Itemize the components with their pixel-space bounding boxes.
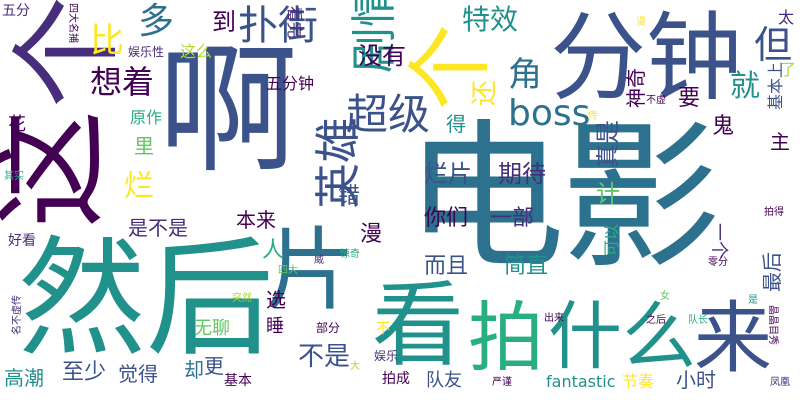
word-ji: 计: [596, 180, 620, 208]
word-tai: 太: [778, 8, 795, 27]
word-ren: 人: [262, 238, 285, 263]
word-yanjin: 严谨: [492, 377, 512, 388]
word-bushi: 不是: [298, 342, 351, 372]
word-jiezou: 节奏: [622, 372, 655, 391]
word-paicheng: 拍成: [382, 371, 410, 387]
word-zhishao: 至少: [62, 360, 107, 385]
word-mingbuxuchuan: 名不虚传: [12, 295, 23, 335]
word-li: 里: [134, 134, 154, 158]
word-wufen: 五分: [2, 3, 30, 19]
word-shenme: 什么: [548, 294, 696, 380]
word-shibushi: 是不是: [128, 216, 188, 240]
word-a: 啊: [158, 30, 299, 193]
word-lingfen: 零分: [708, 257, 728, 268]
word-duiyou: 队友: [426, 370, 462, 391]
word-chuan: 传: [588, 111, 598, 122]
word-fengfeng: 凤凰: [770, 377, 790, 388]
word-bu: 不: [376, 321, 390, 337]
word-yige: 一个: [708, 223, 729, 259]
word-dan: 但: [754, 23, 793, 67]
word-juede: 觉得: [118, 362, 158, 386]
word-ranhou: 然后: [18, 225, 275, 374]
word-geng: 更: [204, 354, 224, 378]
word-dao: 到: [212, 8, 236, 36]
word-erqie: 而且: [424, 254, 469, 279]
word-wufenzhong: 五分钟: [266, 74, 315, 93]
word-keyi: 可以: [602, 223, 622, 257]
word-wei: 威: [314, 255, 324, 266]
word-jingqi: 惊奇: [340, 249, 360, 260]
word-buxu: 不虚: [646, 95, 666, 106]
word-zhenshi: 真是: [594, 120, 622, 168]
word-qidai: 期待: [498, 160, 546, 188]
word-qishi: 其实: [4, 171, 24, 182]
word-fenzhong: 分钟: [550, 2, 742, 114]
word-jingshou: 晶晶目秀: [767, 305, 778, 345]
word-yuanzuo: 原作: [130, 108, 163, 127]
word-dei: 得: [446, 112, 466, 136]
word-pujie: 扑街: [238, 3, 318, 49]
word-fantastic: fantastic: [546, 372, 616, 391]
word-bi: 比: [90, 21, 124, 61]
word-kan: 看: [372, 272, 465, 379]
word-chaoji: 超级: [346, 90, 431, 139]
word-texiao: 特效: [462, 3, 519, 36]
word-pai: 拍: [468, 293, 544, 382]
word-haokan: 好看: [8, 233, 36, 249]
word-yulexing: 娱乐性: [128, 45, 165, 59]
word-dianying: 电影: [405, 104, 721, 291]
word-shui: 睡: [266, 316, 284, 337]
word-duo: 多: [138, 1, 175, 42]
word-pian: 片: [266, 218, 356, 323]
word-cuo: 错: [338, 184, 361, 209]
word-bufen: 部分: [316, 321, 341, 335]
word-shenqi: 神奇: [624, 68, 648, 108]
word-xuan: 选: [266, 288, 286, 312]
word-man2: 漫: [636, 17, 646, 28]
word-que: 却: [184, 358, 204, 382]
word-jiben: 基本: [224, 373, 252, 389]
word-chulai: 出来: [544, 313, 564, 324]
word-da: 大: [350, 361, 360, 372]
word-duizhang: 队长: [688, 315, 708, 326]
word-sida: 四大: [278, 265, 298, 276]
word-nimen: 你们: [424, 206, 469, 231]
word-shi: 是: [748, 295, 758, 306]
word-kanwan: 看完: [285, 5, 305, 39]
word-lai: 来: [694, 294, 773, 384]
word-turan: 突然: [232, 293, 252, 304]
word-zhihou: 之后: [646, 315, 666, 326]
word-le: 了: [780, 60, 797, 79]
word-yao: 要: [678, 86, 701, 111]
word-gaochao: 高潮: [4, 366, 44, 390]
word-zuihou: 最后: [760, 252, 784, 292]
word-yule: 娱乐: [374, 349, 399, 363]
word-yibu: 一部: [490, 206, 535, 231]
word-xiaoshi: 小时: [676, 368, 716, 392]
word-boss: boss: [508, 93, 591, 134]
word-sidamingbu: 四大名捕: [67, 3, 78, 43]
word-zhu: 主: [770, 130, 790, 154]
word-paide: 拍得: [764, 207, 784, 218]
word-hua: 花: [8, 114, 26, 135]
word-jiao: 角: [508, 55, 542, 95]
word-zhemo: 这么: [180, 42, 213, 61]
word-huan: 还: [470, 79, 501, 107]
word-lanpian: 烂片: [424, 160, 472, 188]
word-nv: 女: [660, 291, 670, 302]
word-jiu: 就: [730, 69, 760, 104]
word-meiyou: 没有: [358, 42, 406, 70]
word-xiangzhe: 想着: [90, 63, 155, 101]
word-wuliao: 无聊: [194, 318, 230, 339]
word-jianzhi: 简直: [504, 254, 549, 279]
word-lan1: 烂: [124, 169, 154, 204]
word-benlai: 本来: [236, 208, 276, 232]
word-man: 漫: [360, 222, 383, 247]
word-gui: 鬼: [712, 114, 735, 139]
